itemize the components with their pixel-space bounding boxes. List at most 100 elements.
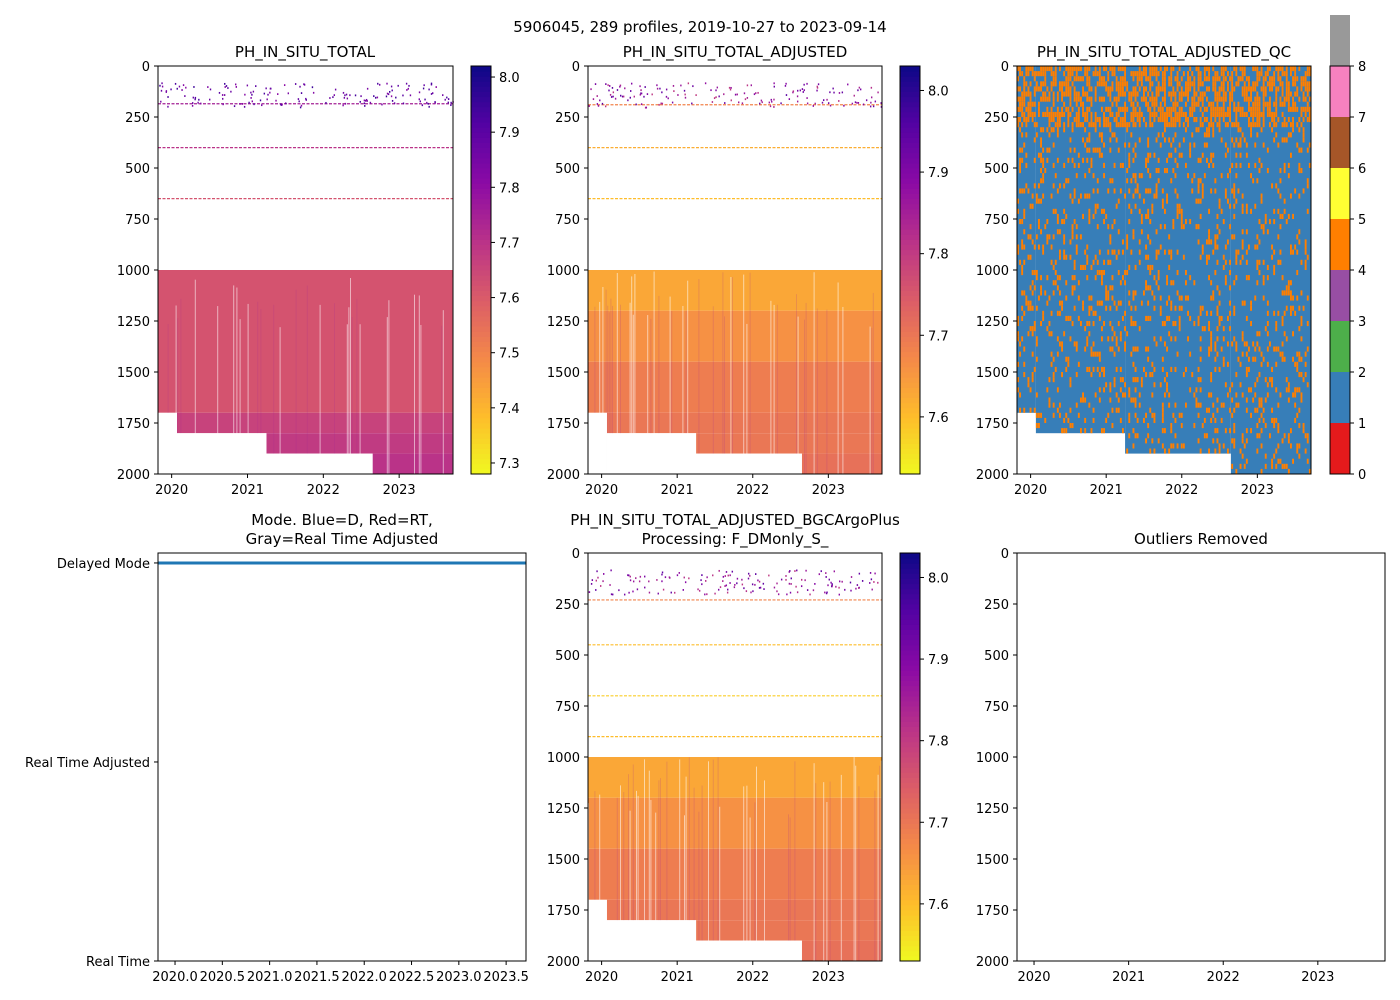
qc-flag-cell bbox=[1241, 229, 1244, 235]
qc-flag-cell bbox=[1033, 86, 1036, 92]
qc-flag-cell bbox=[1147, 423, 1150, 429]
surface-point bbox=[734, 93, 737, 96]
qc-flag-cell bbox=[1124, 81, 1126, 87]
qc-flag-cell bbox=[1239, 76, 1242, 82]
qc-flag-cell bbox=[1283, 137, 1286, 143]
qc-flag-cell bbox=[1214, 346, 1217, 352]
qc-flag-cell bbox=[1029, 96, 1032, 102]
qc-flag-cell bbox=[1038, 295, 1040, 301]
qc-flag-cell bbox=[1151, 372, 1154, 378]
qc-flag-cell bbox=[1147, 142, 1150, 148]
qc-flag-cell bbox=[1262, 142, 1265, 148]
qc-flag-cell bbox=[1017, 106, 1019, 112]
qc-flag-cell bbox=[1275, 132, 1278, 138]
surface-point bbox=[342, 104, 344, 107]
qc-flag-cell bbox=[1048, 91, 1051, 97]
qc-flag-cell bbox=[1260, 397, 1263, 403]
qc-flag-cell bbox=[1052, 142, 1055, 148]
qc-flag-cell bbox=[1285, 305, 1288, 311]
qc-flag-cell bbox=[1021, 101, 1024, 107]
qc-flag-cell bbox=[1117, 96, 1120, 102]
surface-point bbox=[788, 582, 791, 585]
qc-flag-cell bbox=[1077, 122, 1080, 128]
colorbar-gradient-step bbox=[471, 331, 491, 337]
profile-streak bbox=[295, 289, 297, 474]
qc-flag-cell bbox=[1082, 392, 1084, 398]
qc-flag-cell bbox=[1067, 178, 1070, 184]
qc-flag-cell bbox=[1256, 178, 1259, 184]
qc-flag-cell bbox=[1269, 66, 1271, 72]
qc-flag-cell bbox=[1170, 96, 1173, 102]
qc-flag-cell bbox=[1168, 81, 1171, 87]
surface-point bbox=[430, 93, 433, 95]
qc-flag-cell bbox=[1075, 224, 1078, 230]
qc-flag-cell bbox=[1298, 193, 1301, 199]
qc-flag-cell bbox=[1233, 234, 1236, 240]
qc-flag-cell bbox=[1256, 234, 1259, 240]
qc-flag-cell bbox=[1065, 213, 1068, 219]
surface-point bbox=[722, 580, 724, 582]
qc-flag-cell bbox=[1206, 127, 1208, 133]
qc-flag-cell bbox=[1153, 448, 1156, 454]
colorbar-tick-label: 7 bbox=[1358, 111, 1366, 126]
qc-flag-cell bbox=[1277, 76, 1280, 82]
colorbar-gradient-step bbox=[900, 879, 920, 885]
qc-flag-cell bbox=[1164, 428, 1166, 434]
qc-flag-cell bbox=[1206, 254, 1208, 260]
surface-point bbox=[311, 86, 314, 89]
qc-flag-cell bbox=[1109, 382, 1112, 388]
qc-flag-cell bbox=[1203, 326, 1206, 332]
qc-flag-cell bbox=[1262, 111, 1265, 117]
surface-point bbox=[760, 99, 763, 102]
plot-frame bbox=[157, 552, 527, 962]
qc-flag-cell bbox=[1227, 71, 1229, 77]
qc-flag-cell bbox=[1147, 300, 1150, 306]
surface-point bbox=[768, 574, 770, 577]
qc-flag-cell bbox=[1233, 203, 1236, 209]
qc-flag-cell bbox=[1227, 392, 1229, 398]
qc-flag-cell bbox=[1088, 295, 1091, 301]
qc-flag-cell bbox=[1231, 397, 1234, 403]
qc-flag-cell bbox=[1287, 101, 1290, 107]
qc-flag-cell bbox=[1052, 208, 1055, 214]
qc-flag-cell bbox=[1035, 305, 1038, 311]
qc-flag-cell bbox=[1187, 173, 1189, 179]
qc-flag-cell bbox=[1206, 157, 1208, 163]
qc-flag-cell bbox=[1025, 300, 1028, 306]
heatmap-band bbox=[176, 412, 453, 434]
qc-flag-cell bbox=[1119, 387, 1122, 393]
y-tick-label: 2000 bbox=[976, 955, 1009, 970]
qc-flag-cell bbox=[1128, 433, 1131, 439]
qc-flag-cell bbox=[1302, 423, 1305, 429]
colorbar-gradient-step bbox=[900, 634, 920, 641]
surface-point bbox=[591, 579, 594, 581]
qc-flag-cell bbox=[1237, 122, 1240, 128]
surface-point bbox=[344, 94, 346, 97]
qc-flag-cell bbox=[1174, 91, 1177, 97]
qc-flag-cell bbox=[1235, 346, 1238, 352]
qc-flag-cell bbox=[1092, 259, 1095, 265]
qc-flag-cell bbox=[1105, 66, 1108, 72]
qc-flag-cell bbox=[1281, 86, 1284, 92]
qc-flag-cell bbox=[1153, 336, 1156, 342]
qc-flag-cell bbox=[1067, 117, 1070, 123]
qc-flag-cell bbox=[1126, 448, 1129, 454]
profile-streak bbox=[788, 814, 789, 961]
qc-flag-cell bbox=[1250, 91, 1252, 97]
colorbar-gradient-step bbox=[471, 351, 491, 358]
qc-flag-cell bbox=[1189, 111, 1192, 117]
qc-flag-cell bbox=[1044, 111, 1047, 117]
qc-flag-cell bbox=[1206, 96, 1208, 102]
colorbar-gradient-step bbox=[900, 96, 920, 103]
qc-flag-cell bbox=[1021, 264, 1024, 270]
surface-point bbox=[858, 587, 860, 589]
qc-flag-cell bbox=[1145, 188, 1147, 194]
qc-flag-cell bbox=[1262, 106, 1265, 112]
qc-flag-cell bbox=[1069, 407, 1072, 413]
qc-flag-cell bbox=[1224, 244, 1227, 250]
qc-flag-cell bbox=[1254, 203, 1257, 209]
qc-flag-cell bbox=[1193, 106, 1196, 112]
qc-flag-cell bbox=[1266, 229, 1269, 235]
qc-flag-cell bbox=[1059, 310, 1061, 316]
qc-flag-cell bbox=[1094, 71, 1097, 77]
